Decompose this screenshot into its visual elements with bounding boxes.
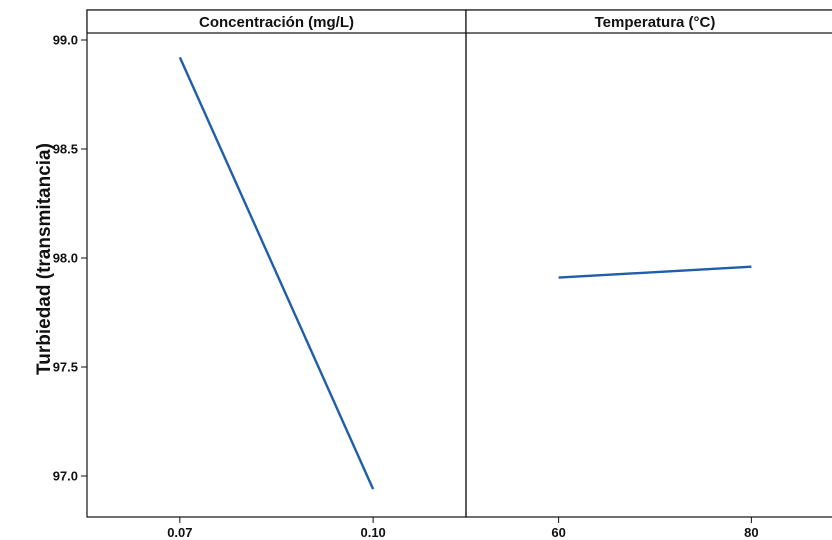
y-tick-label: 99.0	[53, 33, 78, 48]
panel-1: Concentración (mg/L) 0.07 0.10	[86, 9, 467, 540]
effect-line	[178, 56, 375, 490]
y-tick-label: 98.5	[53, 142, 78, 157]
panel-2: Temperatura (°C) 60 80	[465, 9, 832, 540]
y-tick-label: 97.5	[53, 360, 78, 375]
y-tick-label: 98.0	[53, 251, 78, 266]
x-tick-label: 80	[744, 525, 758, 540]
y-axis-title: Turbiedad (transmitancia)	[34, 143, 55, 375]
x-tick-label: 0.10	[360, 525, 385, 540]
x-tick-label: 0.07	[167, 525, 192, 540]
panels-group: Concentración (mg/L) 0.07 0.10 Temperatura …	[86, 9, 832, 540]
panel-title: Temperatura (°C)	[595, 14, 716, 31]
panel-frame	[86, 9, 467, 518]
x-tick-label: 60	[551, 525, 565, 540]
panel-frame	[465, 9, 832, 518]
panel-header	[465, 9, 832, 34]
y-axis: 99.0 98.5 98.0 97.5 97.0	[53, 33, 87, 484]
y-tick-label: 97.0	[53, 469, 78, 484]
panel-title: Concentración (mg/L)	[199, 14, 354, 31]
effect-line	[558, 265, 752, 279]
